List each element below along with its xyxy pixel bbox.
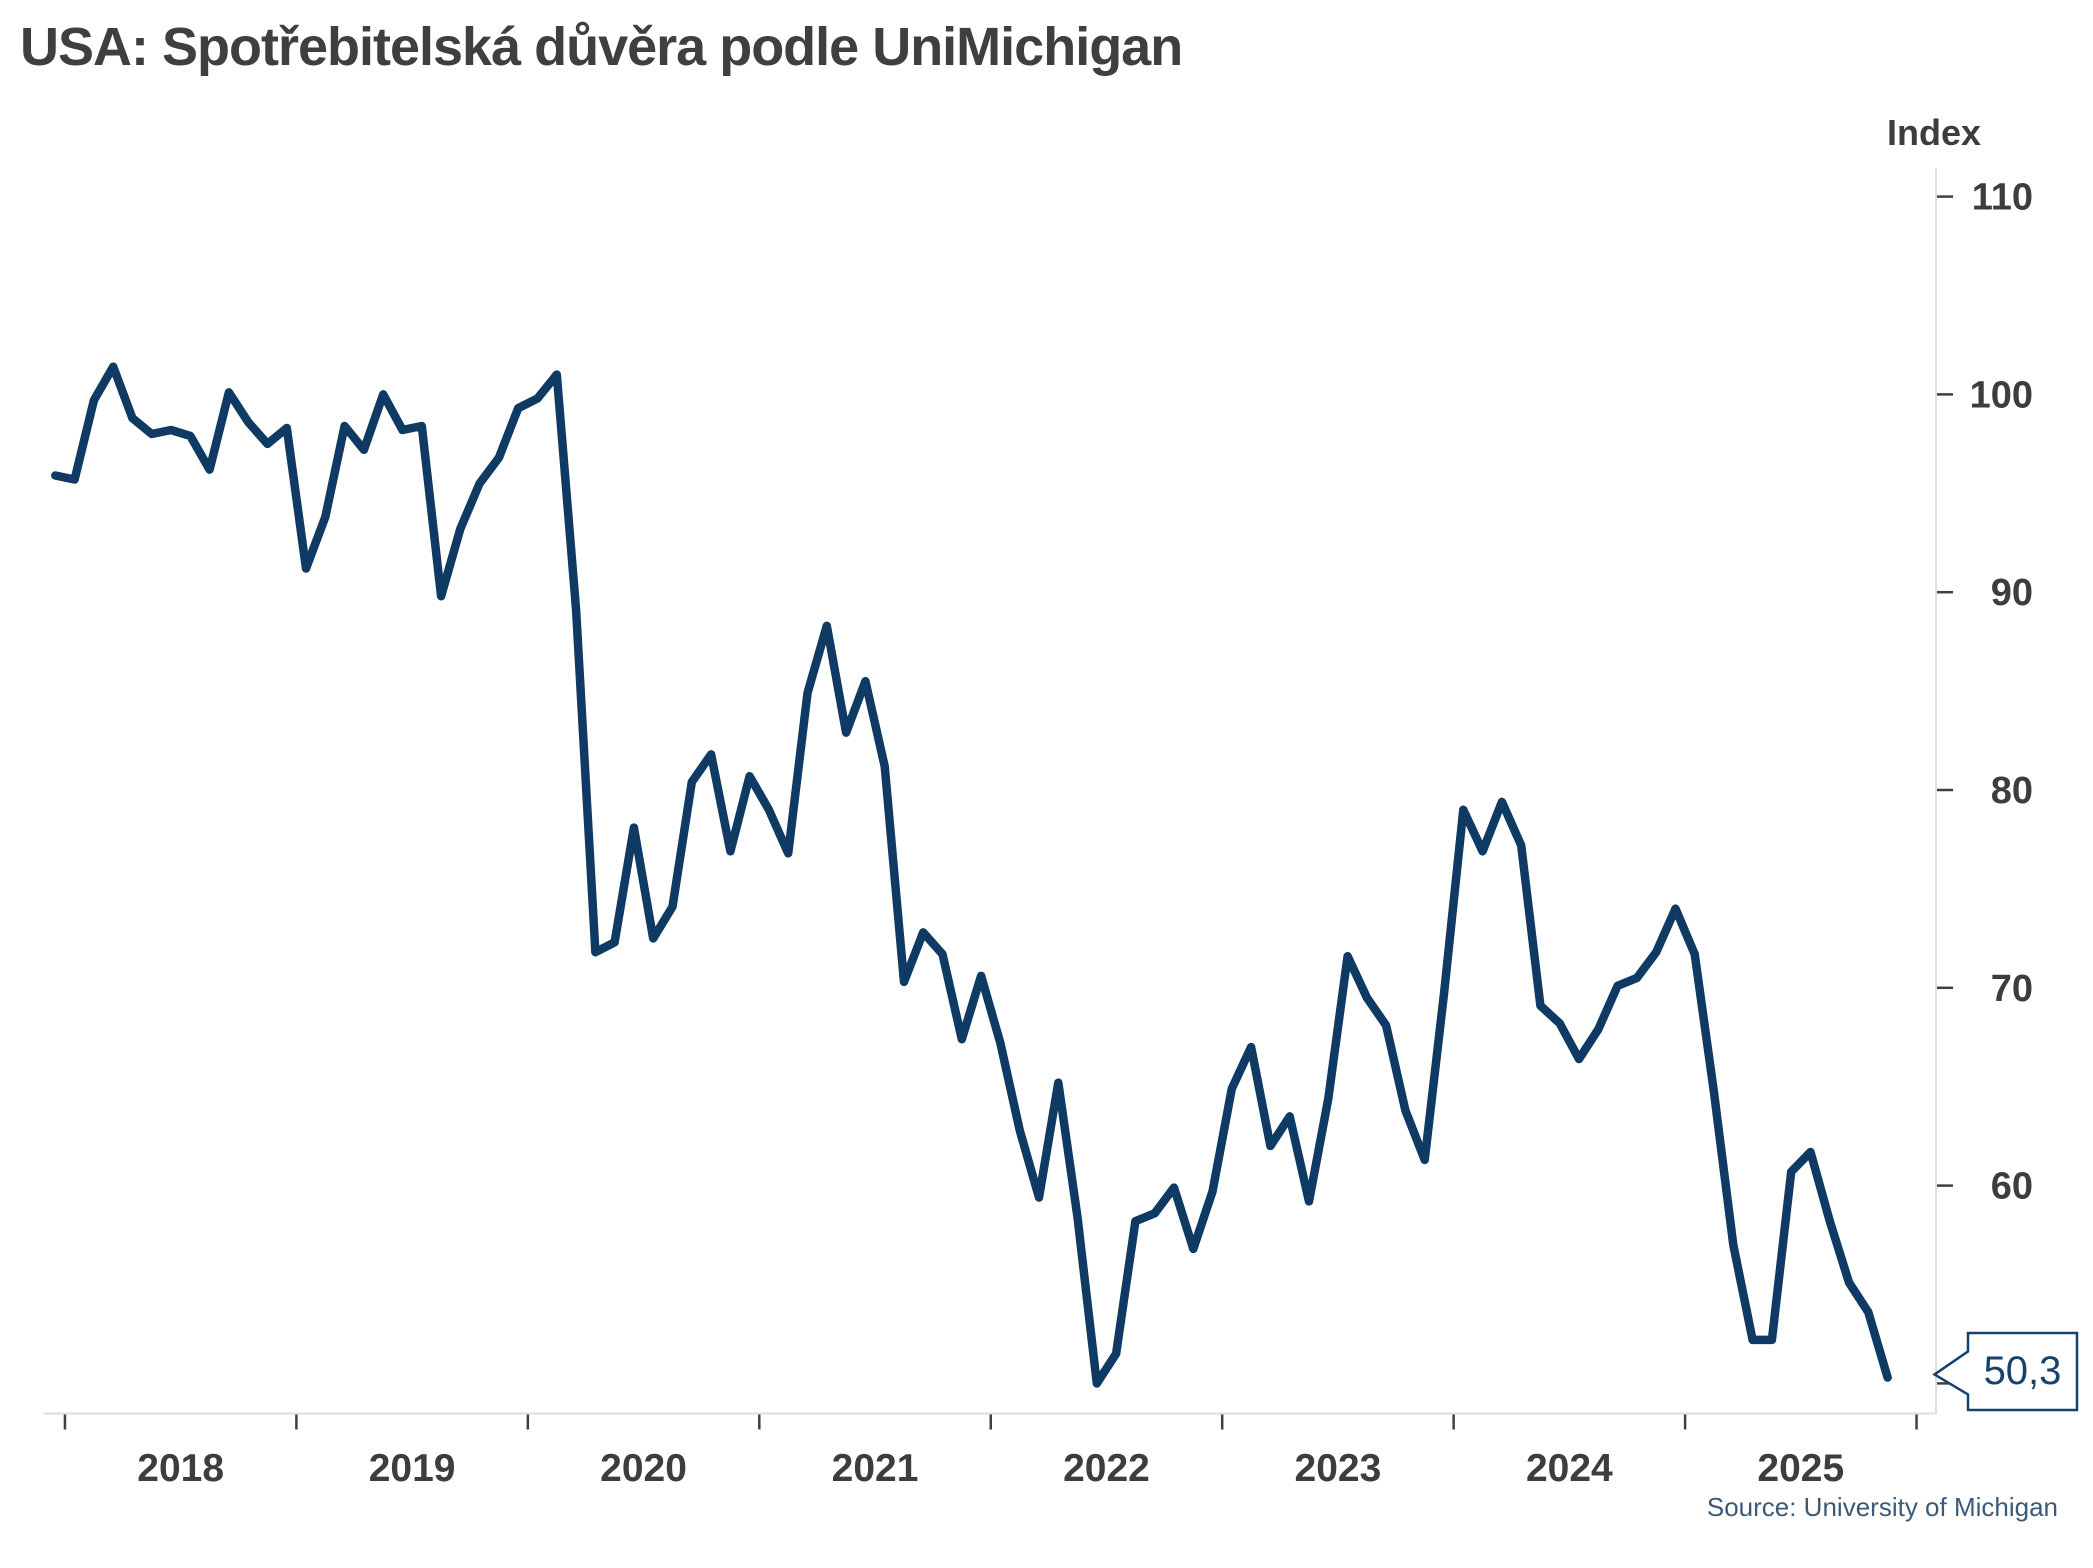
y-axis-label: 60 (1991, 1166, 2033, 1208)
x-axis-label: 2019 (369, 1447, 456, 1490)
y-axis-label: 110 (1972, 177, 2033, 219)
x-axis-label: 2018 (137, 1447, 224, 1490)
x-axis-label: 2022 (1063, 1447, 1150, 1490)
x-axis-label: 2020 (600, 1447, 687, 1490)
x-axis-label: 2025 (1757, 1447, 1844, 1490)
sentiment-line (51, 362, 1892, 1388)
y-axis-title: Index (1886, 112, 1982, 153)
x-axis-label: 2021 (832, 1447, 919, 1490)
y-axis-label: 70 (1991, 968, 2033, 1010)
y-axis-label: 100 (1970, 374, 2033, 416)
x-axis-label: 2024 (1526, 1447, 1613, 1490)
x-axis-label: 2023 (1295, 1447, 1382, 1490)
callout-value-label: 50,3 (1983, 1349, 2062, 1393)
y-axis-label: 90 (1991, 572, 2033, 614)
chart-title: USA: Spotřebitelská důvěra podle UniMich… (20, 17, 1183, 77)
callout-bubble (1932, 1331, 2079, 1412)
y-axis-label: 80 (1991, 770, 2033, 812)
source-note: Source: University of Michigan (1706, 1492, 2058, 1522)
